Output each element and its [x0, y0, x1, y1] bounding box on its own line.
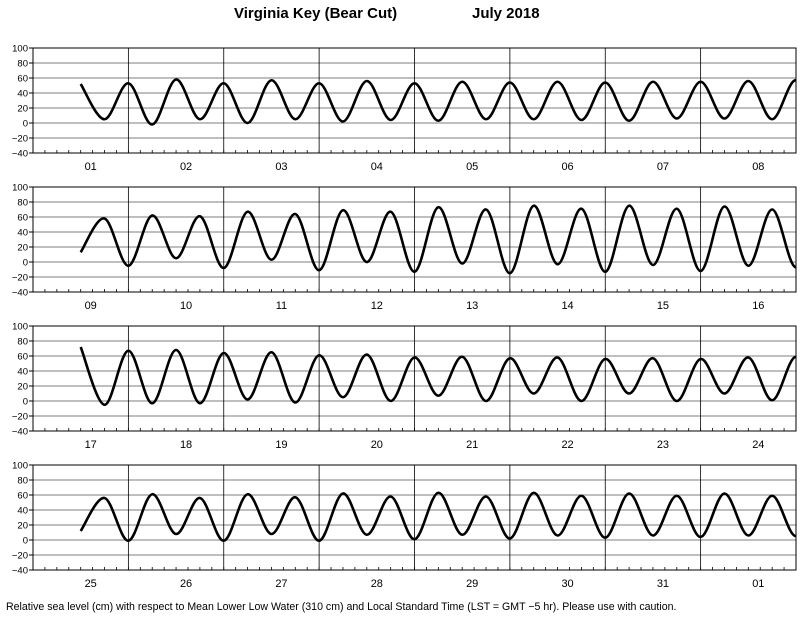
day-label: 18: [180, 439, 192, 451]
y-tick-label: 0: [23, 119, 28, 130]
day-label: 30: [561, 578, 573, 590]
day-label: 01: [752, 578, 764, 590]
panel-3: −40 −20 0 20 40 60 80 100 17 18 19 20 21 22 23 24: [12, 322, 797, 451]
day-label: 22: [561, 439, 573, 451]
day-label: 26: [180, 578, 192, 590]
y-tick-label: −40: [12, 427, 28, 438]
y-tick-label: 20: [17, 521, 28, 532]
y-tick-label: 20: [17, 382, 28, 393]
panel-2: −40 −20 0 20 40 60 80 100 09 10 11 12 13 14 15 16: [12, 183, 797, 312]
day-label: 09: [85, 300, 97, 312]
day-label: 11: [276, 300, 287, 312]
day-label: 23: [657, 439, 669, 451]
y-tick-label: 20: [17, 104, 28, 115]
y-tick-label: −40: [12, 566, 28, 577]
y-tick-label: −20: [12, 412, 28, 423]
y-tick-label: 20: [17, 243, 28, 254]
y-tick-label: −40: [12, 149, 28, 160]
day-label: 16: [752, 300, 764, 312]
day-label: 05: [466, 161, 478, 173]
panel-frame: [32, 186, 797, 293]
day-label: 14: [561, 300, 573, 312]
tide-curve: [79, 78, 796, 126]
chart-caption: Relative sea level (cm) with respect to …: [6, 601, 677, 613]
y-tick-label: 60: [17, 74, 28, 85]
y-tick-label: 40: [17, 228, 28, 239]
tide-curve: [79, 491, 796, 543]
panel-1: −40 −20 0 20 40 60 80 100 01 02 03 04 05 06 07 08: [12, 44, 797, 173]
day-label: 17: [85, 439, 97, 451]
day-label: 29: [466, 578, 478, 590]
tide-curve: [79, 346, 796, 407]
day-label: 01: [85, 161, 97, 173]
day-label: 20: [371, 439, 383, 451]
y-tick-label: 80: [17, 59, 28, 70]
y-tick-label: −20: [12, 551, 28, 562]
day-label: 24: [752, 439, 764, 451]
y-tick-label: 80: [17, 198, 28, 209]
y-tick-label: 100: [12, 183, 28, 194]
y-tick-label: −20: [12, 273, 28, 284]
y-tick-label: 40: [17, 506, 28, 517]
y-tick-label: 80: [17, 337, 28, 348]
y-tick-label: 40: [17, 89, 28, 100]
y-tick-label: 100: [12, 322, 28, 333]
day-label: 31: [657, 578, 669, 590]
y-tick-label: 0: [23, 536, 28, 547]
day-label: 15: [657, 300, 669, 312]
day-label: 04: [371, 161, 383, 173]
day-label: 07: [657, 161, 669, 173]
y-tick-label: −40: [12, 288, 28, 299]
panel-frame: [32, 325, 797, 432]
y-tick-label: 0: [23, 258, 28, 269]
y-tick-label: 40: [17, 367, 28, 378]
day-label: 06: [561, 161, 573, 173]
day-label: 28: [371, 578, 383, 590]
y-tick-label: 100: [12, 44, 28, 55]
day-label: 27: [275, 578, 287, 590]
day-label: 08: [752, 161, 764, 173]
y-tick-label: 0: [23, 397, 28, 408]
y-tick-label: 60: [17, 491, 28, 502]
day-label: 10: [180, 300, 192, 312]
chart-title-month: July 2018: [472, 5, 540, 22]
day-label: 02: [180, 161, 192, 173]
day-label: 12: [371, 300, 383, 312]
y-tick-label: 60: [17, 352, 28, 363]
y-tick-label: 60: [17, 213, 28, 224]
day-label: 03: [275, 161, 287, 173]
day-label: 25: [85, 578, 97, 590]
day-label: 19: [275, 439, 287, 451]
panel-frame: [32, 464, 797, 571]
chart-title-location: Virginia Key (Bear Cut): [234, 5, 398, 22]
day-label: 21: [466, 439, 478, 451]
y-tick-label: 80: [17, 476, 28, 487]
y-tick-label: 100: [12, 461, 28, 472]
y-tick-label: −20: [12, 134, 28, 145]
day-label: 13: [466, 300, 478, 312]
panel-4: −40 −20 0 20 40 60 80 100 25 26 27 28 29 30 31 01: [12, 461, 797, 590]
tide-curve: [79, 204, 796, 275]
panel-frame: [32, 47, 797, 154]
